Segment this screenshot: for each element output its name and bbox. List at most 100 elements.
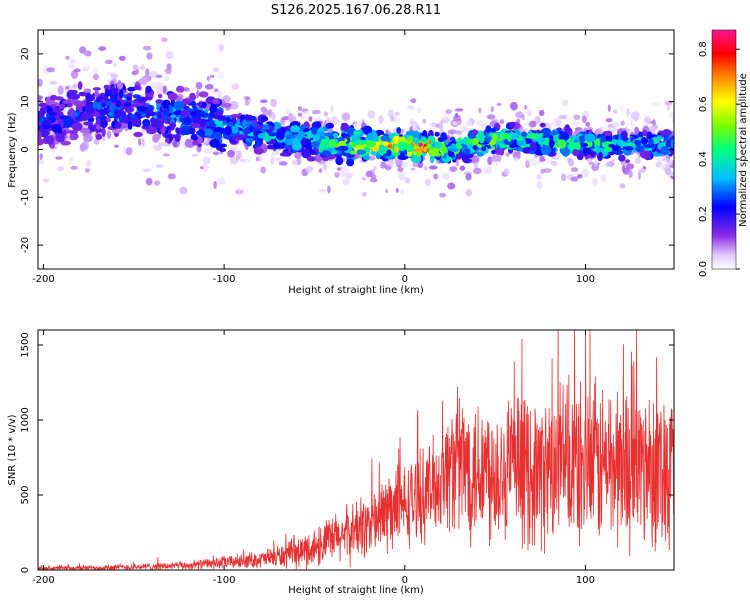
- heatmap-cell: [472, 167, 482, 175]
- heatmap-cell: [164, 75, 170, 82]
- heatmap-cell: [141, 138, 145, 147]
- heatmap-cell: [145, 177, 153, 186]
- heatmap-cell: [595, 144, 600, 154]
- heatmap-cell: [204, 83, 214, 90]
- heatmap-cell: [152, 143, 156, 148]
- heatmap-cell: [441, 115, 451, 124]
- heatmap-cell: [85, 159, 92, 168]
- heatmap-cell: [63, 120, 73, 128]
- colorbar-gradient: [711, 29, 737, 270]
- heatmap-cell: [370, 174, 377, 181]
- heatmap-cell: [416, 106, 422, 114]
- heatmap-cell: [162, 85, 167, 94]
- heatmap-cell: [635, 145, 644, 153]
- heatmap-cell: [478, 135, 485, 144]
- heatmap-cell: [69, 107, 75, 116]
- heatmap-cell: [318, 168, 323, 174]
- heatmap-cell: [302, 111, 311, 115]
- heatmap-cell: [483, 166, 493, 175]
- heatmap-cell: [423, 146, 428, 153]
- heatmap-cell: [397, 166, 404, 173]
- heatmap-cell: [195, 102, 203, 107]
- heatmap-cell: [570, 167, 579, 172]
- heatmap-cell: [385, 189, 389, 193]
- heatmap-cell: [222, 121, 227, 125]
- heatmap-cell: [68, 62, 75, 69]
- heatmap-cell: [538, 109, 545, 117]
- heatmap-cell: [111, 129, 123, 134]
- heatmap-cell: [346, 158, 355, 167]
- heatmap-cell: [314, 154, 323, 163]
- heatmap-cell: [38, 78, 43, 87]
- heatmap-cell: [57, 166, 65, 172]
- heatmap-cell: [300, 124, 306, 131]
- heatmap-y-tick-label: 20: [20, 48, 31, 61]
- heatmap-cell: [181, 98, 192, 105]
- heatmap-cell: [390, 115, 395, 122]
- heatmap-cell: [327, 185, 331, 194]
- heatmap-cell: [97, 108, 109, 116]
- heatmap-cell: [181, 116, 193, 126]
- heatmap-cell: [218, 143, 228, 148]
- heatmap-cell: [198, 91, 209, 98]
- heatmap-cell: [161, 37, 168, 42]
- heatmap-cell: [145, 68, 150, 77]
- heatmap-cell: [385, 154, 396, 160]
- heatmap-cell: [184, 138, 196, 148]
- heatmap-cell: [234, 134, 246, 140]
- heatmap-cell: [561, 173, 567, 182]
- heatmap-cell: [581, 168, 590, 176]
- heatmap-cell: [353, 130, 361, 136]
- heatmap-cell: [157, 141, 164, 147]
- heatmap-cell: [447, 129, 457, 135]
- heatmap-cell: [214, 88, 219, 92]
- heatmap-cell: [122, 146, 127, 155]
- snr-y-tick-label: 500: [20, 485, 31, 504]
- heatmap-cell: [411, 130, 420, 139]
- heatmap-cell: [472, 138, 479, 145]
- heatmap-cell: [55, 133, 66, 143]
- heatmap-cell: [223, 126, 232, 136]
- heatmap-cell: [213, 67, 219, 73]
- heatmap-cell: [423, 165, 428, 171]
- heatmap-y-tick-label: 0: [20, 146, 31, 152]
- heatmap-cell: [49, 81, 58, 85]
- heatmap-cell: [455, 152, 463, 160]
- snr-x-axis-label: Height of straight line (km): [288, 585, 424, 596]
- colorbar-ticks: 0.0 0.2 0.4 0.6 0.8: [698, 41, 740, 277]
- heatmap-cell: [100, 115, 107, 122]
- heatmap-cell: [234, 189, 244, 195]
- heatmap-cell: [386, 149, 392, 156]
- heatmap-cell: [345, 172, 354, 179]
- heatmap-cell: [136, 106, 148, 112]
- heatmap-cell: [654, 124, 658, 130]
- heatmap-cell: [206, 75, 211, 82]
- heatmap-cell: [212, 151, 220, 156]
- heatmap-cell: [325, 122, 334, 129]
- heatmap-cell: [146, 52, 153, 60]
- heatmap-cell: [220, 102, 232, 108]
- snr-panel: -200 -100 0 100 0 500 1000 1500 Height of stra…: [7, 329, 675, 596]
- heatmap-cell: [110, 87, 118, 95]
- heatmap-cell: [508, 121, 516, 129]
- heatmap-cell: [213, 126, 224, 134]
- heatmap-cell: [255, 157, 260, 162]
- heatmap-y-ticks: -20 -10 0 10 20: [20, 48, 674, 253]
- heatmap-cell: [118, 55, 126, 61]
- heatmap-cell: [170, 114, 177, 119]
- heatmap-cell: [605, 134, 613, 142]
- heatmap-cell: [334, 171, 340, 178]
- heatmap-cell: [167, 173, 176, 180]
- heatmap-y-tick-label: -10: [20, 189, 31, 205]
- heatmap-cell: [163, 108, 170, 117]
- heatmap-cell: [136, 96, 148, 103]
- heatmap-cell: [165, 51, 174, 60]
- heatmap-cell: [131, 117, 142, 127]
- heatmap-cell: [231, 125, 239, 134]
- heatmap-cell: [428, 148, 439, 157]
- heatmap-cell: [83, 121, 94, 126]
- heatmap-cell: [195, 81, 203, 90]
- heatmap-cell: [574, 127, 581, 131]
- heatmap-cell: [201, 101, 207, 108]
- snr-y-tick-label: 0: [20, 567, 31, 573]
